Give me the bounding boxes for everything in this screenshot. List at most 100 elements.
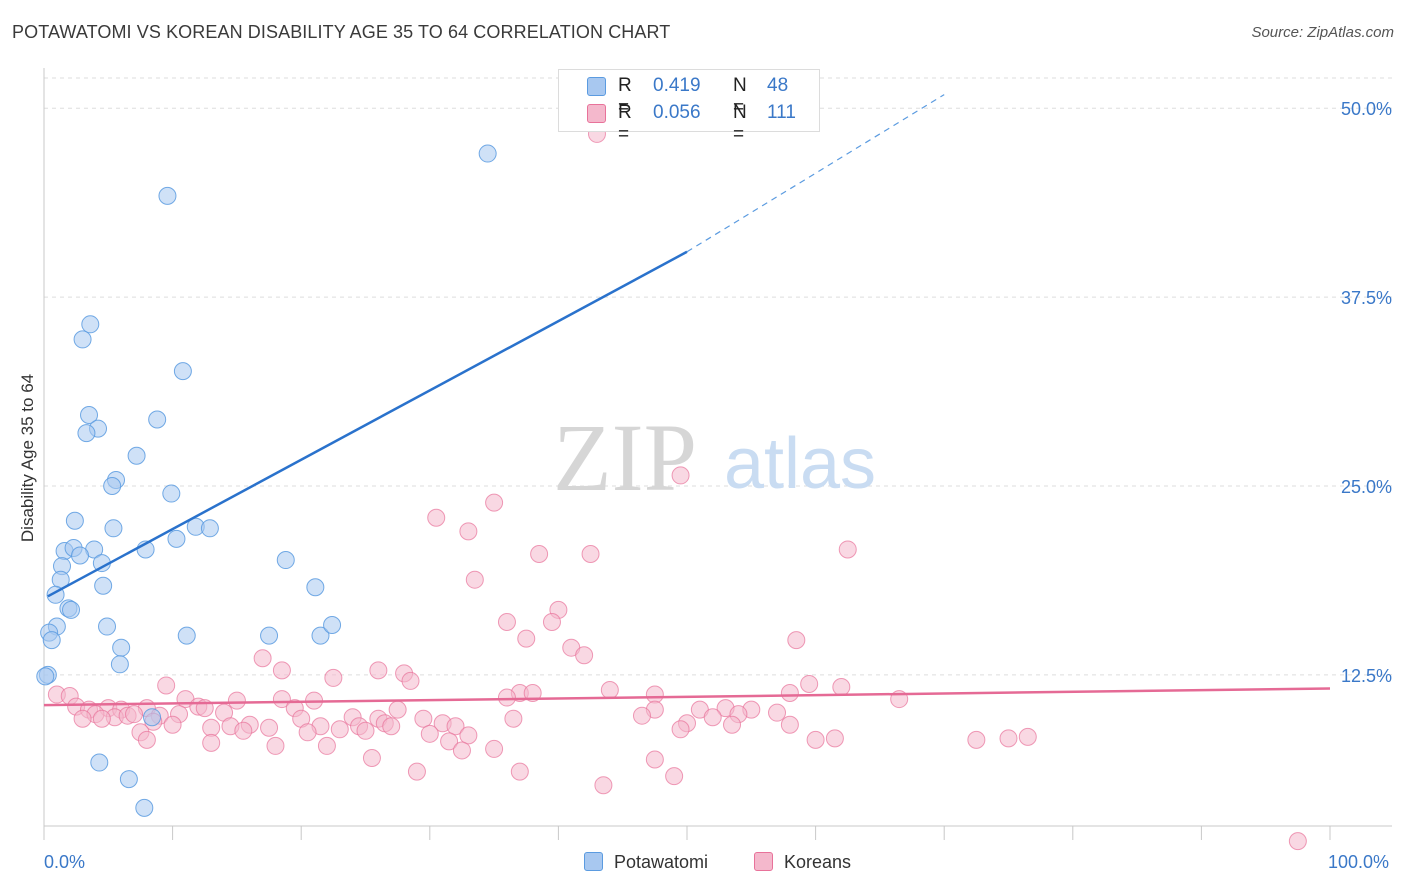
koreans-point [414,709,433,728]
koreans-point [581,545,600,563]
r-label: R = [618,75,632,118]
potawatomi-point [73,330,92,349]
potawatomi-point [90,753,109,772]
potawatomi-swatch [587,77,606,96]
koreans-point [517,629,536,648]
koreans-point [227,691,246,710]
y-tick-label: 25.0% [1341,477,1392,497]
koreans-point [401,671,420,690]
koreans-point [510,762,529,781]
y-tick-label: 12.5% [1341,666,1392,686]
koreans-point [407,762,426,781]
koreans-point [600,681,619,699]
koreans-point [137,730,156,749]
potawatomi-point [148,410,167,429]
koreans-point [497,613,516,631]
koreans-point [234,721,253,740]
potawatomi-point [143,708,162,727]
koreans-point [806,730,825,749]
koreans-point [356,721,375,740]
koreans-point [157,676,176,695]
watermark: ZIP atlas [553,404,876,511]
y-tick-label: 37.5% [1341,288,1392,308]
chart-title: POTAWATOMI VS KOREAN DISABILITY AGE 35 T… [12,22,671,42]
potawatomi-point [135,798,154,817]
potawatomi-point [110,655,129,674]
koreans-point [999,729,1018,748]
r-label: R = [618,102,632,145]
potawatomi-point [77,424,96,443]
potawatomi-point [311,626,330,645]
koreans-point [632,706,651,725]
koreans-point [542,613,561,631]
koreans-point [485,493,504,512]
koreans-point [298,723,317,742]
koreans-point [594,776,613,795]
koreans-point [504,709,523,728]
grid-lines [44,77,1392,676]
y-tick-label: 50.0% [1341,99,1392,119]
potawatomi-point [276,551,295,570]
koreans-point [163,715,182,734]
koreans-point [497,688,516,707]
potawatomi-point [306,578,325,597]
n-label: N = [733,102,747,145]
potawatomi-swatch [584,852,603,871]
potawatomi-point [119,770,138,789]
koreans-point [645,685,664,704]
koreans-point [787,631,806,650]
potawatomi-point [80,405,99,424]
potawatomi-point [71,546,90,565]
potawatomi-point [62,600,81,619]
source-credit: Source: ZipAtlas.com [1251,24,1394,41]
potawatomi-point [103,477,122,495]
koreans-point [800,674,819,693]
koreans-point [446,717,465,736]
koreans-point [459,522,478,541]
potawatomi-point [127,446,146,465]
koreans-point [369,661,388,680]
potawatomi-point [177,626,196,645]
potawatomi-point [36,667,55,686]
koreans-swatch [754,852,773,871]
koreans-point [575,646,594,665]
potawatomi-point [98,617,117,636]
koreans-point [703,708,722,727]
koreans-point [645,750,664,769]
koreans-point [260,718,279,737]
koreans-point [253,649,272,668]
potawatomi-point [42,631,61,650]
koreans-point [452,741,471,760]
koreans-point [73,709,92,728]
n-value: 111 [767,102,796,123]
r-value: 0.419 [653,75,701,96]
koreans-point [780,715,799,734]
koreans-point [768,703,787,722]
koreans-point [330,720,349,739]
y-axis-label: Disability Age 35 to 64 [18,373,37,543]
potawatomi-trendline [47,250,688,598]
koreans-point [92,709,111,728]
koreans-point [825,729,844,748]
potawatomi-point [173,362,192,381]
koreans-swatch [587,104,606,123]
koreans-point [967,730,986,749]
x-max-label: 100.0% [1328,852,1390,872]
koreans-point [671,466,690,485]
koreans-point [362,749,381,767]
trend-lines [43,94,1331,707]
koreans-label: Koreans [784,852,852,872]
koreans-point [202,718,221,737]
watermark-zip: ZIP [553,404,697,511]
koreans-point [440,732,459,751]
potawatomi-point [260,626,279,645]
potawatomi-point [112,638,131,657]
koreans-point [125,705,144,724]
koreans-point [202,733,221,752]
koreans-point [388,700,407,719]
koreans-point [420,724,439,743]
potawatomi-point [162,484,181,503]
axes [43,68,1392,840]
koreans-trendline [43,687,1331,707]
